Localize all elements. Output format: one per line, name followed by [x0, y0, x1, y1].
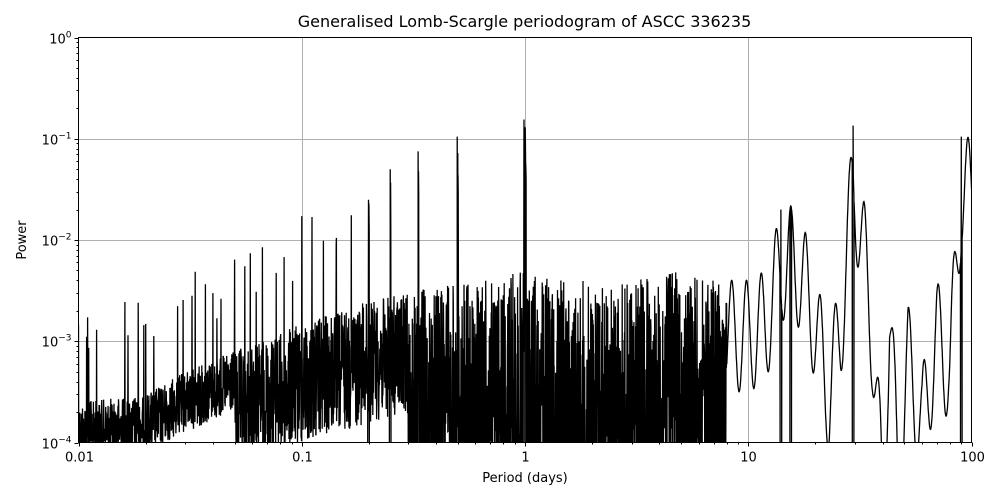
- y-tick-label: 10−2: [42, 233, 72, 250]
- chart-title: Generalised Lomb-Scargle periodogram of …: [297, 12, 752, 31]
- y-tick-label: 100: [49, 31, 72, 48]
- y-tick-label: 10−3: [42, 334, 72, 351]
- power-curve: [78, 119, 972, 443]
- y-tick-label: 10−1: [42, 132, 72, 149]
- x-tick-label: 10: [740, 451, 757, 466]
- x-tick-label: 1: [521, 451, 529, 466]
- x-axis-ticks: 0.01 0.1 1 10 100: [65, 442, 985, 466]
- y-tick-label: 10−4: [42, 436, 72, 453]
- data-series: [78, 119, 972, 443]
- x-axis-label: Period (days): [482, 471, 568, 486]
- x-tick-label: 0.1: [292, 451, 313, 466]
- y-axis-ticks: 100 10−1 10−2 10−3 10−4: [42, 31, 79, 453]
- x-tick-label: 0.01: [65, 451, 94, 466]
- y-axis-label: Power: [15, 220, 30, 260]
- x-tick-label: 100: [960, 451, 985, 466]
